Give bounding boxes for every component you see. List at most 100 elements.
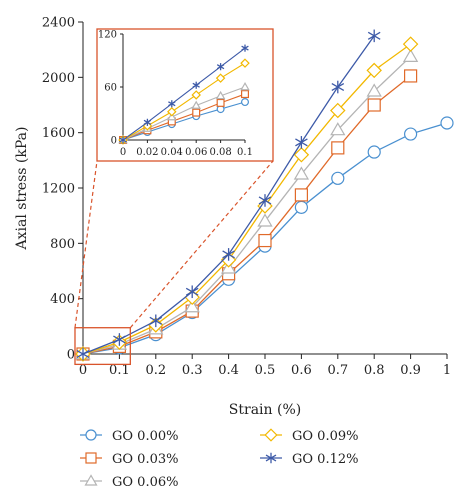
inset-x-tick-label: 0.08 [209, 147, 231, 158]
series-line [82, 56, 412, 355]
data-point [330, 102, 346, 119]
legend-marker [265, 452, 277, 464]
data-point [331, 141, 345, 155]
inset-x-tick-label: 0.06 [185, 147, 207, 158]
legend-label: GO 0.03% [112, 452, 178, 467]
data-point [402, 36, 419, 52]
inset-data-point [167, 106, 177, 117]
x-tick-label: 0.3 [182, 363, 203, 378]
inset-data-point [191, 90, 201, 100]
legend-marker [84, 474, 98, 486]
inset-data-point [240, 58, 250, 68]
inset-y-tick-label: 120 [98, 30, 117, 41]
data-point [366, 62, 382, 79]
y-tick-label: 0 [67, 348, 75, 363]
inset-data-point [215, 73, 226, 83]
x-tick-label: 0.4 [218, 363, 239, 378]
zoom-connector-line [129, 160, 274, 329]
data-point [185, 285, 199, 299]
data-point [440, 116, 454, 130]
inset-data-point [168, 100, 176, 108]
data-point [367, 145, 381, 159]
series-5 [76, 29, 381, 361]
inset-series-line [122, 93, 246, 141]
x-axis-label: Strain (%) [229, 402, 301, 418]
y-tick-label: 2400 [42, 16, 75, 31]
data-point [404, 69, 418, 83]
x-tick-label: 0.2 [145, 363, 166, 378]
x-tick-label: 0.1 [109, 363, 130, 378]
inset-data-point [241, 98, 250, 107]
data-point [294, 188, 308, 202]
x-tick-label: 0.5 [255, 363, 276, 378]
data-point [258, 194, 272, 207]
inset-series-line [122, 86, 246, 141]
legend-item: GO 0.00% [80, 429, 178, 444]
y-tick-label: 400 [50, 292, 75, 307]
x-tick-label: 1 [443, 363, 451, 378]
legend-item: GO 0.09% [260, 428, 358, 444]
legend-item: GO 0.06% [80, 474, 178, 490]
inset-y-tick-label: 0 [111, 136, 117, 147]
data-point [113, 333, 126, 346]
legend-label: GO 0.12% [292, 452, 358, 467]
inset-x-tick-label: 0.1 [237, 147, 253, 158]
data-point [293, 147, 310, 163]
y-axis-label: Axial stress (kPa) [14, 127, 30, 251]
inset-data-point [241, 90, 250, 99]
inset-plot: 0 0.02 0.04 0.06 0.08 0.1 0 60 120 [74, 28, 274, 329]
x-tick-label: 0.8 [364, 363, 385, 378]
inset-data-point [192, 108, 201, 117]
legend-marker [264, 428, 278, 442]
data-point [76, 347, 90, 361]
data-point [366, 83, 382, 97]
inset-data-point [191, 100, 201, 109]
legend-item: GO 0.03% [80, 452, 178, 467]
series-3 [75, 48, 419, 360]
inset-data-point [192, 81, 200, 89]
inset-data-point [215, 90, 226, 100]
data-point [404, 127, 418, 141]
legend-label: GO 0.09% [292, 429, 358, 444]
zoom-connector-line [74, 160, 98, 328]
data-point [295, 136, 308, 149]
y-tick-label: 1600 [42, 126, 75, 141]
x-tick-label: 0.6 [291, 363, 312, 378]
inset-x-tick-label: 0.04 [161, 147, 183, 158]
data-point [367, 98, 381, 112]
legend-marker [85, 452, 97, 464]
series-line [82, 75, 412, 355]
data-point [294, 200, 308, 214]
series-line [82, 43, 411, 355]
inset-data-point [216, 63, 225, 71]
data-point [331, 171, 345, 185]
data-point [184, 299, 200, 313]
inset-data-point [119, 136, 127, 144]
data-point [258, 233, 272, 248]
inset-y-tick-label: 60 [104, 83, 117, 94]
x-tick-label: 0.7 [327, 363, 348, 378]
inset-data-point [143, 118, 152, 126]
data-point [222, 248, 235, 261]
inset-series-5 [119, 44, 249, 144]
y-tick-label: 2000 [42, 71, 75, 86]
x-tick-label: 0 [79, 363, 87, 378]
inset-x-tick-label: 0 [120, 147, 126, 158]
data-point [257, 213, 273, 227]
inset-series-line [122, 101, 246, 141]
data-point [402, 48, 419, 62]
inset-x-tick-label: 0.02 [136, 147, 158, 158]
data-point [149, 314, 163, 328]
data-point [293, 166, 310, 180]
inset-series-line [122, 47, 246, 141]
data-point [331, 80, 345, 94]
inset-data-point [167, 112, 177, 121]
inset-series-line [122, 62, 246, 141]
x-tick-label: 0.9 [400, 363, 421, 378]
y-tick-label: 1200 [42, 182, 75, 197]
legend: GO 0.00% GO 0.09% GO 0.03% GO 0.12% GO 0.06% [80, 428, 358, 490]
legend-item: GO 0.12% [260, 452, 358, 467]
data-point [330, 122, 346, 136]
